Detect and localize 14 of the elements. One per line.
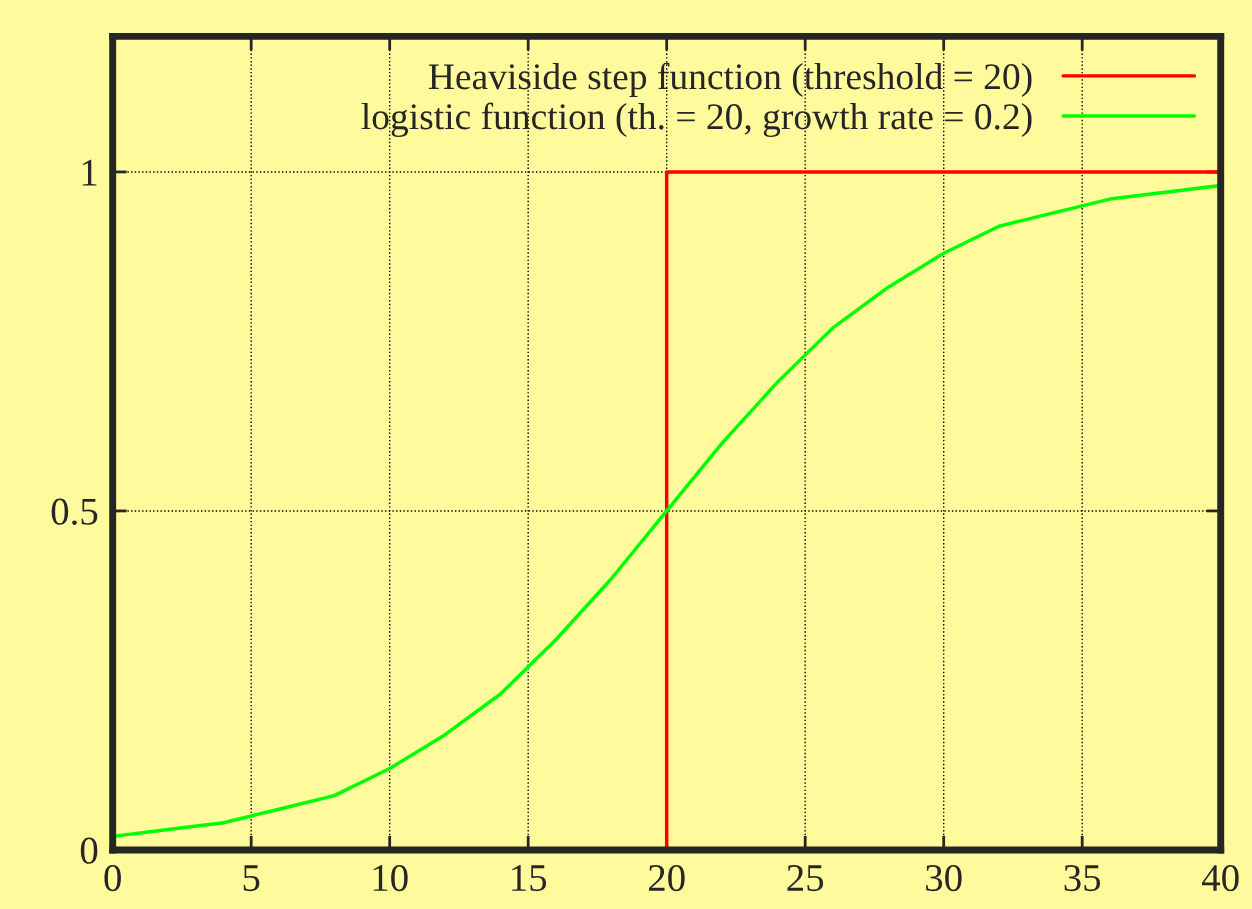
y-tick-label: 1 xyxy=(82,159,97,186)
x-tick-label: 0 xyxy=(104,864,121,892)
x-tick-label: 35 xyxy=(1064,865,1101,892)
x-tick-label: 10 xyxy=(373,864,408,892)
legend-label: Heaviside step function (threshold = 20) xyxy=(428,62,1032,97)
x-tick-label: 20 xyxy=(648,864,685,892)
x-tick-label: 15 xyxy=(512,865,547,892)
x-tick-label: 40 xyxy=(1202,864,1239,892)
x-tick-label: 25 xyxy=(787,865,824,892)
x-tick-label: 5 xyxy=(243,865,260,892)
y-tick-label: 0 xyxy=(80,837,98,864)
x-tick-label: 30 xyxy=(926,864,962,892)
legend-label: logistic function (th. = 20, growth rate = 0.2) xyxy=(361,102,1032,138)
y-tick-label: 0.5 xyxy=(51,498,98,525)
